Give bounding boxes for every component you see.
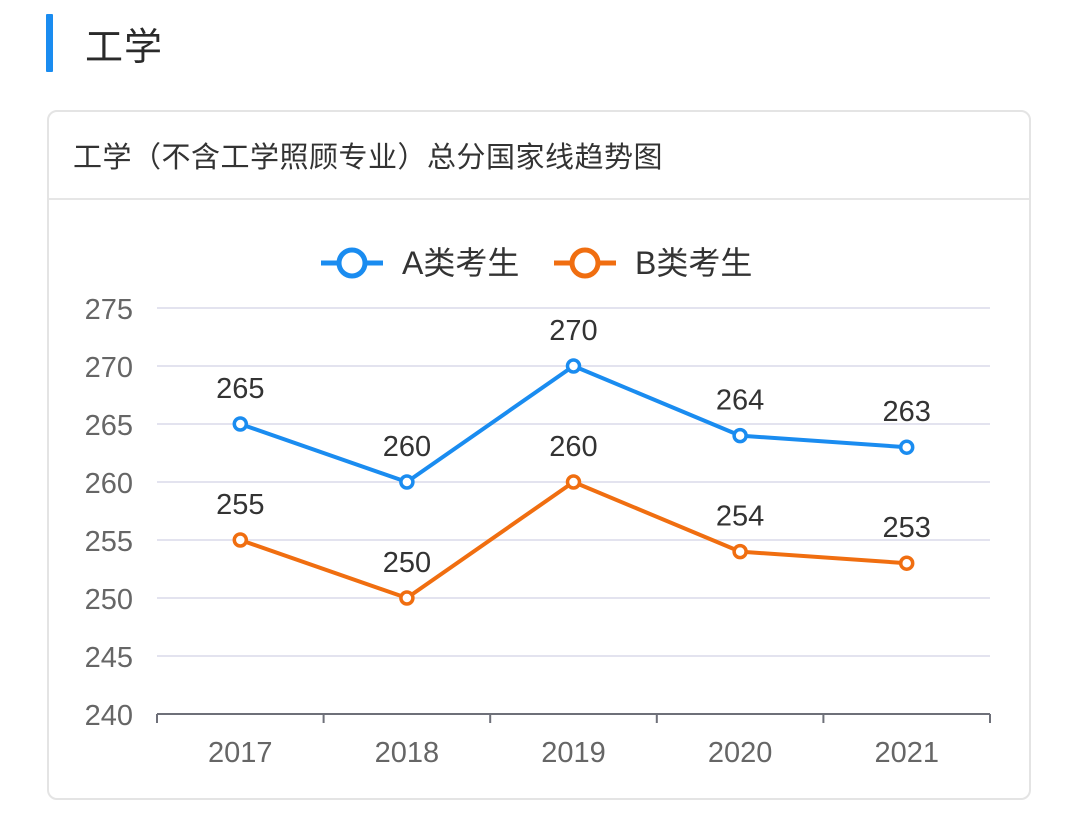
y-tick-label: 245 xyxy=(85,642,133,674)
data-point xyxy=(732,543,748,560)
section-accent-bar xyxy=(46,14,53,72)
data-label: 270 xyxy=(549,315,597,347)
data-point xyxy=(565,474,582,490)
y-tick-label: 260 xyxy=(85,468,133,500)
data-point xyxy=(399,590,415,606)
x-tick-label: 2018 xyxy=(375,737,440,769)
chart-card: 工学（不含工学照顾专业）总分国家线趋势图 xyxy=(47,110,1031,800)
data-label: 264 xyxy=(716,385,764,417)
legend-label: B类考生 xyxy=(635,245,752,281)
y-tick-label: 240 xyxy=(85,700,133,732)
data-label: 255 xyxy=(216,489,264,521)
data-point xyxy=(232,416,249,432)
y-tick-label: 275 xyxy=(85,294,133,326)
legend-label: A类考生 xyxy=(402,245,519,281)
data-label: 260 xyxy=(549,431,597,463)
x-tick-label: 2019 xyxy=(541,737,606,769)
data-point xyxy=(399,474,415,490)
x-tick-label: 2021 xyxy=(874,737,939,769)
x-tick-label: 2020 xyxy=(708,737,773,769)
data-label: 265 xyxy=(216,373,264,405)
y-tick-label: 250 xyxy=(85,584,133,616)
data-point xyxy=(232,532,249,548)
data-point xyxy=(732,427,748,444)
data-point xyxy=(898,555,915,571)
data-label: 253 xyxy=(883,512,931,544)
data-label: 250 xyxy=(383,547,431,579)
section-title: 工学 xyxy=(85,24,164,69)
data-label: 263 xyxy=(883,396,931,428)
data-label: 260 xyxy=(383,431,431,463)
data-point xyxy=(565,358,582,374)
x-tick-label: 2017 xyxy=(208,737,273,769)
legend-marker xyxy=(336,247,368,279)
card-header: 工学（不含工学照顾专业）总分国家线趋势图 xyxy=(49,112,1029,200)
section-header: 工学 xyxy=(46,14,163,72)
y-tick-label: 265 xyxy=(85,410,133,442)
y-tick-label: 270 xyxy=(85,352,133,384)
legend-marker xyxy=(569,247,601,279)
card-title: 工学（不含工学照顾专业）总分国家线趋势图 xyxy=(73,140,664,174)
data-point xyxy=(898,439,915,455)
data-label: 254 xyxy=(716,501,764,533)
y-tick-label: 255 xyxy=(85,526,133,558)
